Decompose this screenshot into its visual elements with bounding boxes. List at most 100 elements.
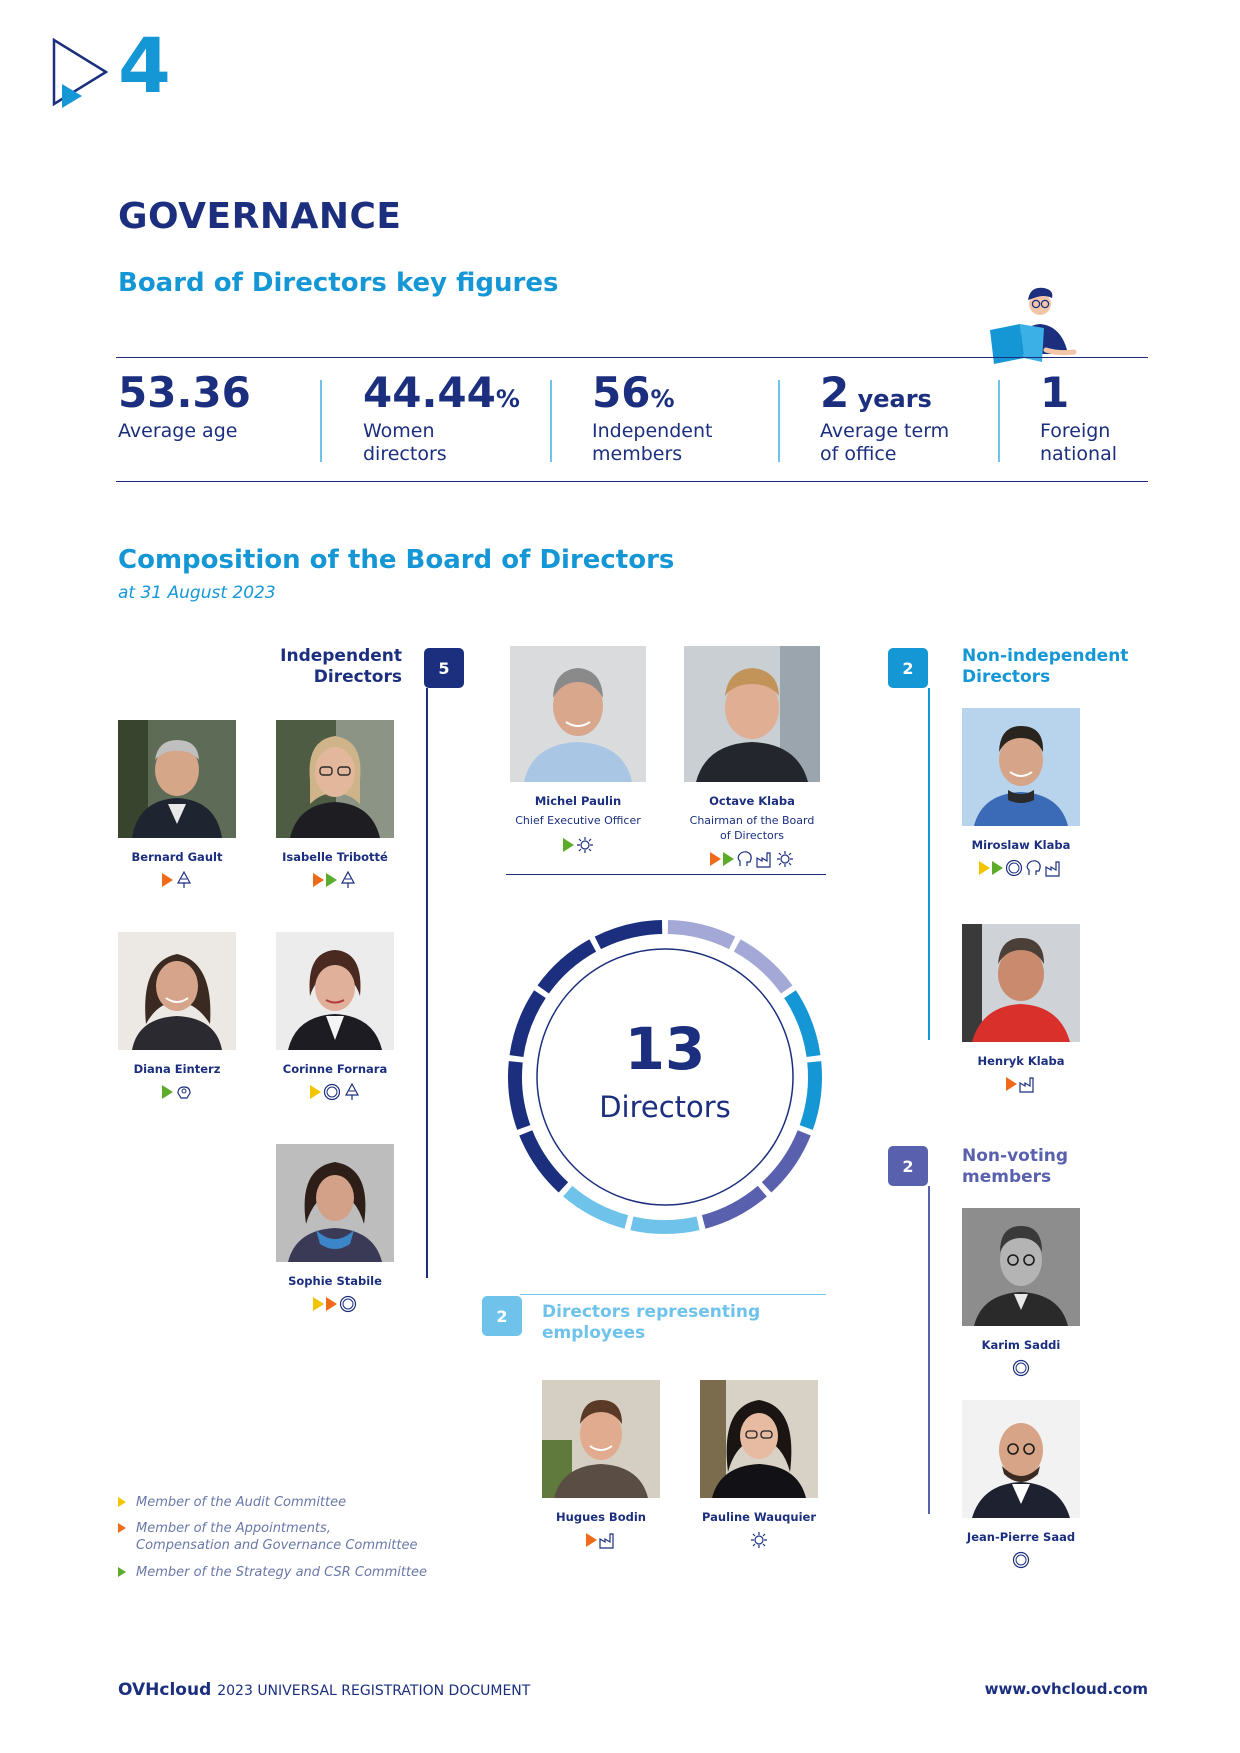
donut-inner-ring <box>536 948 794 1206</box>
directors-donut-chart <box>508 920 822 1234</box>
key-figure-foreign-national: 1 Foreign national <box>1040 368 1118 466</box>
donut-segment <box>563 1185 629 1229</box>
audit-committee-icon <box>118 1497 126 1507</box>
director-card: Miroslaw Klaba <box>962 708 1080 877</box>
legend-audit: Member of the Audit Committee <box>118 1494 346 1511</box>
tree-icon <box>344 1083 359 1100</box>
reading-person-illustration <box>990 287 1077 364</box>
key-figure-average-age: 53.36 Average age <box>118 368 251 443</box>
key-figure-separator <box>320 380 322 462</box>
donut-segment <box>667 920 736 950</box>
directors-total-label: Directors <box>599 1090 731 1124</box>
portrait-photo <box>962 924 1080 1042</box>
person-name: Diana Einterz <box>133 1062 221 1076</box>
portrait-photo <box>962 1208 1080 1326</box>
employees-group-line <box>520 1294 826 1295</box>
donut-segment <box>537 939 597 994</box>
factory-icon <box>1045 861 1060 877</box>
director-card: Michel Paulin Chief Executive Officer <box>510 646 646 854</box>
head-profile-icon <box>737 851 752 866</box>
non-independent-directors-title: Non-independent Directors <box>962 646 1129 687</box>
director-card: Henryk Klaba <box>962 924 1080 1093</box>
portrait-photo <box>962 1400 1080 1518</box>
person-name: Henryk Klaba <box>977 1054 1065 1068</box>
key-figure-independent-members: 56% Independent members <box>592 368 713 466</box>
committee-icons <box>276 871 394 889</box>
committee-icons <box>962 1075 1080 1093</box>
committee-icons <box>276 1083 394 1101</box>
person-name: Michel Paulin <box>534 794 622 808</box>
person-name: Karim Saddi <box>981 1338 1061 1352</box>
appointments-committee-icon <box>1005 1077 1017 1091</box>
portrait-photo <box>510 646 646 782</box>
person-name: Sophie Stabile <box>288 1274 382 1288</box>
portrait-photo <box>118 932 236 1050</box>
committee-icons <box>542 1531 660 1549</box>
committee-icons <box>510 836 646 854</box>
portrait-photo <box>962 708 1080 826</box>
audit-committee-icon <box>309 1085 321 1099</box>
coin-icon <box>1012 1551 1030 1569</box>
portrait-photo <box>118 720 236 838</box>
donut-segment <box>519 1130 569 1193</box>
person-role: Chairman of the Board of Directors <box>689 814 815 842</box>
donut-segment <box>799 1061 822 1130</box>
committee-icons <box>118 871 236 889</box>
footer-document-title: OVHcloud 2023 UNIVERSAL REGISTRATION DOCU… <box>118 1680 530 1700</box>
donut-segment <box>733 939 793 994</box>
committee-icons <box>700 1531 818 1549</box>
key-figures-title: Board of Directors key figures <box>118 268 559 298</box>
coin-icon <box>339 1295 357 1313</box>
legend-strategy: Member of the Strategy and CSR Committee <box>118 1564 427 1581</box>
person-name: Octave Klaba <box>709 794 795 808</box>
portrait-photo <box>276 1144 394 1262</box>
strategy-committee-icon <box>326 873 337 887</box>
key-figure-women-directors: 44.44% Women directors <box>363 368 520 466</box>
director-card: Diana Einterz <box>118 932 236 1101</box>
committee-icons <box>962 859 1080 877</box>
person-name: Miroslaw Klaba <box>971 838 1071 852</box>
committee-icons <box>276 1295 394 1313</box>
portrait-photo <box>542 1380 660 1498</box>
factory-icon <box>1018 1077 1034 1093</box>
composition-title: Composition of the Board of Directors <box>118 545 675 575</box>
director-card: Octave Klaba Chairman of the Board of Dir… <box>684 646 820 868</box>
coin-icon <box>1005 859 1023 877</box>
appointments-committee-icon <box>118 1523 126 1533</box>
non-voting-count-badge: 2 <box>888 1146 928 1186</box>
director-card: Bernard Gault <box>118 720 236 889</box>
donut-segment <box>701 1185 767 1229</box>
key-figure-separator <box>778 380 780 462</box>
strategy-committee-icon <box>562 838 574 852</box>
directors-total: 13 <box>624 1015 706 1083</box>
strategy-committee-icon <box>161 1085 173 1099</box>
portrait-photo <box>684 646 820 782</box>
director-card: Pauline Wauquier <box>700 1380 818 1549</box>
footer-website-link[interactable]: www.ovhcloud.com <box>984 1680 1148 1698</box>
person-role: Chief Executive Officer <box>515 814 641 827</box>
person-name: Corinne Fornara <box>282 1062 388 1076</box>
factory-icon <box>756 852 771 868</box>
strategy-committee-icon <box>992 861 1003 875</box>
page-title: GOVERNANCE <box>118 196 402 237</box>
committee-icons <box>962 1551 1080 1569</box>
appointments-committee-icon <box>161 873 173 887</box>
donut-segment <box>594 920 663 950</box>
footer-document: 2023 UNIVERSAL REGISTRATION DOCUMENT <box>217 1683 531 1699</box>
person-name: Isabelle Tribotté <box>282 850 388 864</box>
coin-icon <box>323 1083 340 1101</box>
appointments-committee-icon <box>326 1297 337 1311</box>
donut-segment <box>761 1130 811 1193</box>
composition-date: at 31 August 2023 <box>118 583 276 603</box>
committee-icons <box>684 850 820 868</box>
employees-directors-title: Directors representing employees <box>542 1302 761 1343</box>
committee-icons <box>962 1359 1080 1377</box>
key-figure-separator <box>550 380 552 462</box>
gear-icon <box>751 1532 767 1548</box>
coin-icon <box>1012 1359 1030 1377</box>
audit-committee-icon <box>979 861 990 875</box>
key-figure-average-term: 2 years Average term of office <box>820 368 950 466</box>
person-name: Hugues Bodin <box>556 1510 646 1524</box>
donut-segment <box>508 1061 531 1130</box>
donut-segment <box>630 1216 700 1234</box>
